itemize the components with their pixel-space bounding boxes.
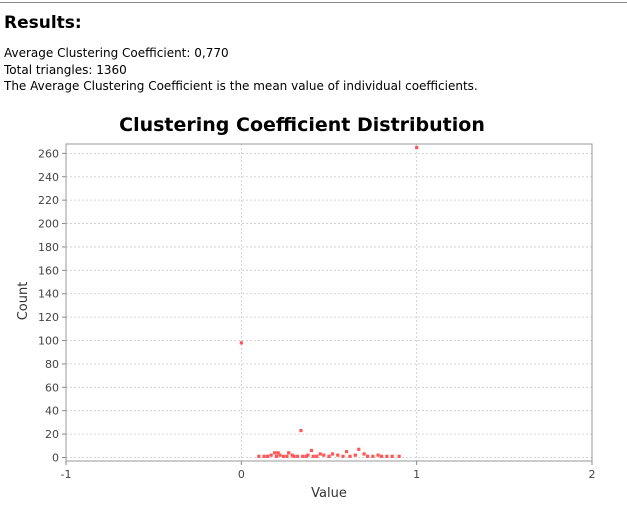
data-point bbox=[285, 454, 289, 458]
data-point bbox=[327, 454, 331, 458]
data-point bbox=[295, 454, 300, 458]
y-tick-label: 220 bbox=[38, 194, 59, 207]
y-axis-label: Count bbox=[16, 282, 31, 321]
data-point bbox=[281, 454, 286, 458]
data-point bbox=[278, 453, 282, 457]
data-point bbox=[341, 454, 345, 458]
y-tick-label: 60 bbox=[45, 381, 59, 394]
data-point bbox=[287, 451, 291, 455]
data-point bbox=[318, 452, 322, 456]
data-point bbox=[357, 447, 361, 451]
x-tick-label: 2 bbox=[589, 468, 596, 481]
data-point bbox=[304, 454, 308, 458]
x-tick-label: -1 bbox=[61, 468, 72, 481]
data-point bbox=[257, 454, 261, 458]
data-point bbox=[299, 428, 303, 433]
results-heading: Results: bbox=[4, 13, 82, 33]
data-point bbox=[330, 452, 335, 456]
data-point bbox=[276, 451, 280, 455]
y-tick-label: 20 bbox=[45, 428, 59, 441]
data-point bbox=[269, 453, 273, 457]
data-point bbox=[365, 454, 370, 458]
total-triangles-text: Total triangles: 1360 bbox=[4, 63, 127, 77]
data-point bbox=[309, 448, 314, 453]
x-axis-label: Value bbox=[311, 486, 347, 501]
data-point bbox=[266, 454, 270, 458]
data-point bbox=[262, 454, 266, 458]
data-point bbox=[290, 453, 294, 457]
data-point bbox=[301, 454, 305, 458]
average-clustering-coefficient-text: Average Clustering Coefficient: 0,770 bbox=[4, 46, 229, 60]
x-tick-label: 0 bbox=[238, 468, 245, 481]
data-point bbox=[415, 145, 419, 150]
data-point bbox=[306, 453, 310, 457]
data-point bbox=[274, 454, 278, 458]
data-point bbox=[344, 450, 349, 454]
data-point bbox=[239, 341, 243, 345]
y-tick-label: 260 bbox=[38, 147, 59, 160]
data-point bbox=[353, 453, 357, 457]
y-tick-label: 140 bbox=[38, 288, 59, 301]
data-point bbox=[315, 454, 319, 458]
y-tick-label: 240 bbox=[38, 171, 59, 184]
y-tick-label: 0 bbox=[52, 451, 59, 464]
data-point bbox=[397, 454, 401, 458]
description-text: The Average Clustering Coefficient is th… bbox=[4, 79, 478, 93]
data-point bbox=[385, 454, 389, 458]
data-point bbox=[322, 453, 326, 457]
data-point bbox=[311, 454, 315, 458]
y-tick-label: 120 bbox=[38, 311, 59, 324]
y-tick-label: 180 bbox=[38, 241, 59, 254]
data-point bbox=[348, 454, 352, 458]
x-tick-label: 1 bbox=[413, 468, 420, 481]
top-divider bbox=[0, 2, 627, 3]
data-point bbox=[292, 454, 296, 458]
data-point bbox=[380, 454, 384, 458]
clustering-coefficient-chart: Clustering Coefficient Distribution 0204… bbox=[16, 114, 596, 501]
data-point bbox=[273, 451, 277, 455]
plot-area bbox=[66, 144, 592, 461]
data-point bbox=[390, 454, 394, 458]
chart-title: Clustering Coefficient Distribution bbox=[119, 114, 485, 136]
data-point bbox=[336, 453, 340, 457]
plot-border bbox=[65, 143, 593, 462]
y-tick-label: 40 bbox=[45, 405, 59, 418]
data-point bbox=[376, 453, 380, 457]
y-tick-label: 80 bbox=[45, 358, 59, 371]
y-tick-label: 200 bbox=[38, 218, 59, 231]
y-tick-label: 160 bbox=[38, 264, 59, 277]
data-point bbox=[362, 452, 366, 456]
y-tick-label: 100 bbox=[38, 335, 59, 348]
data-point bbox=[371, 454, 375, 458]
